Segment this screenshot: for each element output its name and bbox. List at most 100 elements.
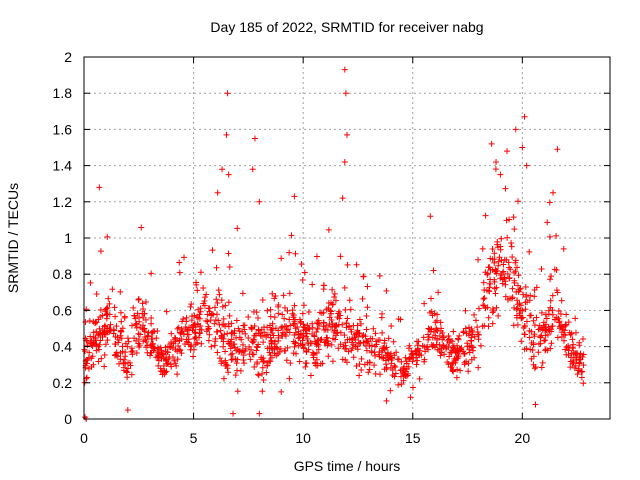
data-point	[172, 335, 179, 342]
data-point	[112, 341, 119, 348]
data-point	[297, 318, 304, 325]
data-point	[369, 335, 376, 342]
data-point	[286, 249, 293, 256]
data-point	[259, 364, 266, 371]
data-point	[339, 356, 346, 363]
data-point	[528, 340, 535, 347]
data-point	[286, 316, 293, 323]
data-point	[104, 304, 111, 311]
data-point	[251, 135, 258, 142]
data-point	[287, 322, 294, 329]
data-point	[429, 334, 436, 341]
data-point	[521, 322, 528, 329]
data-point	[101, 363, 108, 370]
data-point	[148, 320, 155, 327]
data-point	[404, 372, 411, 379]
data-point	[155, 362, 162, 369]
data-point	[185, 339, 192, 346]
data-point	[465, 324, 472, 331]
data-point	[430, 267, 437, 274]
data-point	[567, 364, 574, 371]
data-point	[437, 352, 444, 359]
data-point	[216, 321, 223, 328]
data-point	[225, 320, 232, 327]
data-point	[497, 246, 504, 253]
data-point	[271, 314, 278, 321]
data-point	[434, 336, 441, 343]
data-point	[414, 357, 421, 364]
data-point	[576, 342, 583, 349]
data-point	[348, 328, 355, 335]
data-point	[222, 348, 229, 355]
data-point	[498, 272, 505, 279]
data-point	[85, 365, 92, 372]
data-point	[491, 285, 498, 292]
data-point	[291, 343, 298, 350]
data-point	[248, 324, 255, 331]
x-tick-label: 5	[190, 430, 198, 446]
data-point	[278, 388, 285, 395]
data-point	[416, 347, 423, 354]
data-point	[514, 297, 521, 304]
data-point	[342, 306, 349, 313]
data-point	[283, 323, 290, 330]
data-point	[196, 315, 203, 322]
data-point	[353, 261, 360, 268]
data-point	[337, 253, 344, 260]
data-point	[128, 345, 135, 352]
data-point	[347, 306, 354, 313]
x-tick-label: 15	[405, 430, 421, 446]
data-point	[371, 362, 378, 369]
data-point	[457, 367, 464, 374]
data-point	[135, 295, 142, 302]
data-point	[420, 334, 427, 341]
data-point	[300, 332, 307, 339]
data-point	[565, 319, 572, 326]
data-point	[241, 322, 248, 329]
data-point	[213, 328, 220, 335]
data-point	[355, 329, 362, 336]
data-point	[118, 318, 125, 325]
data-point	[472, 317, 479, 324]
data-point	[406, 355, 413, 362]
data-point	[554, 289, 561, 296]
data-point	[488, 140, 495, 147]
data-point	[317, 360, 324, 367]
data-point	[239, 290, 246, 297]
data-point	[443, 345, 450, 352]
data-point	[159, 351, 166, 358]
data-point	[455, 351, 462, 358]
data-point	[112, 313, 119, 320]
data-point	[220, 375, 227, 382]
data-point	[220, 343, 227, 350]
data-point	[341, 158, 348, 165]
data-point	[335, 308, 342, 315]
data-point	[290, 338, 297, 345]
data-point	[330, 335, 337, 342]
data-point	[542, 311, 549, 318]
data-point	[134, 310, 141, 317]
data-point	[95, 332, 102, 339]
data-point	[341, 284, 348, 291]
data-point	[455, 336, 462, 343]
data-point	[228, 336, 235, 343]
data-point	[148, 270, 155, 277]
data-point	[482, 269, 489, 276]
data-point	[215, 287, 222, 294]
data-point	[445, 333, 452, 340]
data-point	[449, 367, 456, 374]
data-point	[390, 338, 397, 345]
data-point	[510, 214, 517, 221]
data-point	[105, 295, 112, 302]
data-point	[291, 332, 298, 339]
data-point	[502, 281, 509, 288]
data-point	[88, 355, 95, 362]
data-point	[415, 351, 422, 358]
data-point	[258, 354, 265, 361]
data-point	[492, 290, 499, 297]
data-point	[344, 315, 351, 322]
data-point	[236, 348, 243, 355]
data-point	[507, 266, 514, 273]
data-point	[480, 279, 487, 286]
data-point	[342, 339, 349, 346]
